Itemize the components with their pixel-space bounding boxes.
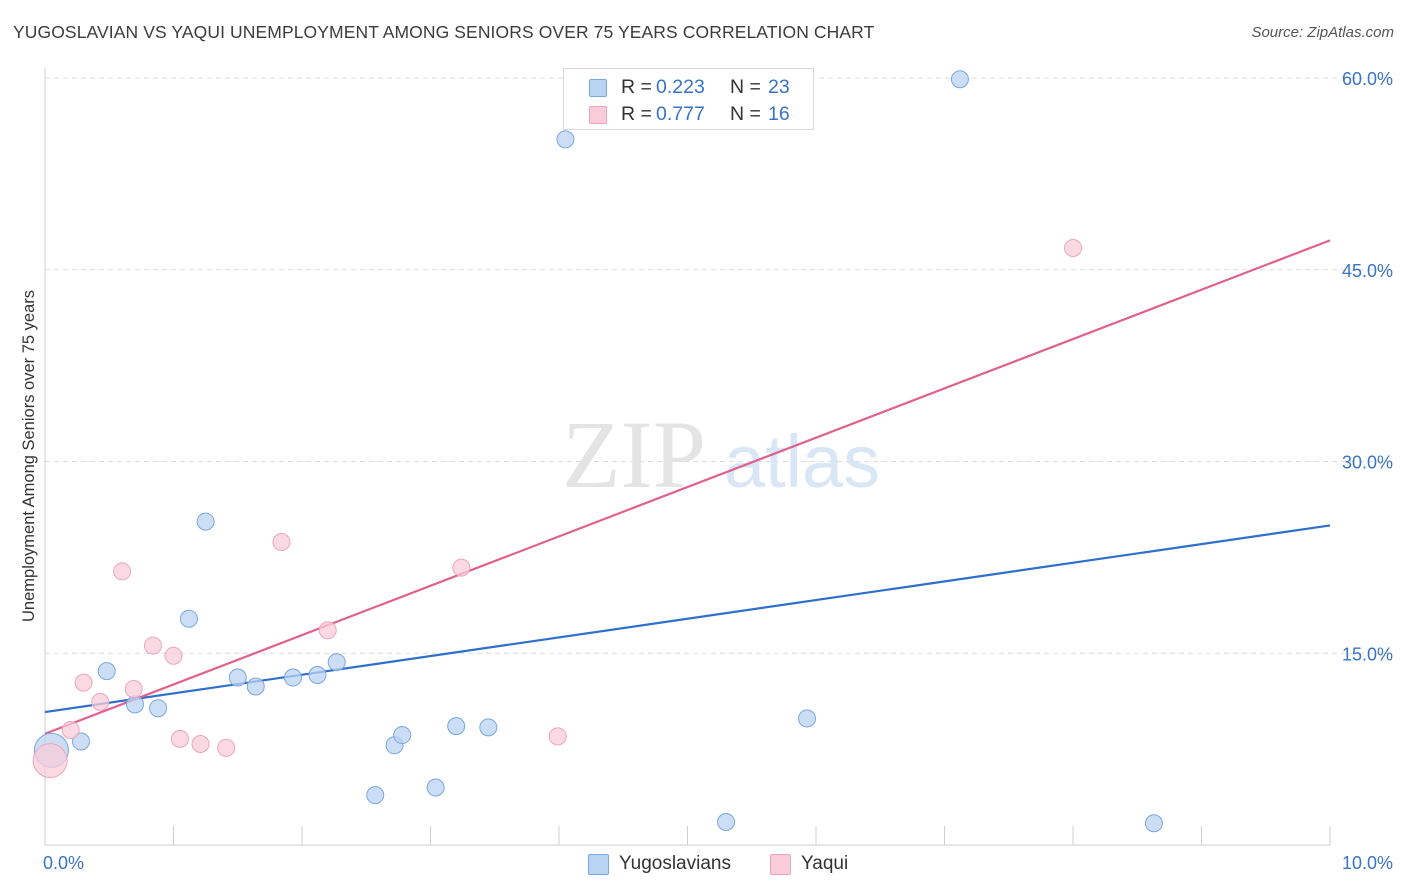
- point-yaqui: [143, 636, 162, 655]
- source-label: Source: ZipAtlas.com: [1251, 24, 1394, 41]
- point-yugoslavians: [71, 732, 90, 751]
- point-yugoslavians: [228, 668, 247, 687]
- y-axis-label: Unemployment Among Seniors over 75 years: [20, 290, 38, 622]
- point-yaqui: [191, 735, 210, 754]
- point-yugoslavians: [284, 668, 303, 687]
- series-legend: Yugoslavians Yaqui: [0, 852, 1406, 878]
- x-tick-label: 10.0%: [1342, 853, 1393, 873]
- watermark: ZIP atlas: [562, 401, 880, 508]
- data-points: [32, 70, 1163, 833]
- point-yugoslavians: [950, 70, 969, 89]
- trend-line-yaqui: [44, 239, 1331, 735]
- point-yugoslavians: [366, 786, 385, 805]
- point-yugoslavians: [479, 718, 498, 737]
- watermark-zip: ZIP: [562, 401, 706, 508]
- trend-lines: [44, 239, 1331, 735]
- axes: [44, 68, 1331, 846]
- n-key: N =: [730, 103, 761, 125]
- pink-swatch: [770, 854, 791, 875]
- point-yugoslavians: [149, 699, 168, 718]
- point-yugoslavians: [97, 662, 116, 681]
- point-yaqui: [272, 533, 291, 552]
- n-value: 16: [768, 103, 790, 125]
- point-yaqui: [452, 558, 471, 577]
- point-yaqui: [91, 692, 110, 711]
- grid-lines: [45, 77, 1395, 654]
- point-yaqui: [74, 673, 93, 692]
- point-yugoslavians: [125, 695, 144, 714]
- point-yaqui: [170, 729, 189, 748]
- x-tick-label: 0.0%: [43, 853, 84, 873]
- pink-swatch: [589, 106, 607, 124]
- y-tick-label: 15.0%: [1342, 644, 1393, 664]
- n-key: N =: [730, 76, 761, 98]
- y-tick-label: 60.0%: [1342, 69, 1393, 89]
- correlation-legend: R = 0.223 N = 23 R = 0.777 N = 16: [563, 68, 814, 130]
- point-yaqui: [164, 646, 183, 665]
- point-yaqui: [1064, 239, 1082, 258]
- blue-swatch: [588, 854, 609, 875]
- r-key: R =: [621, 103, 652, 125]
- point-yugoslavians: [556, 130, 575, 149]
- point-yugoslavians: [308, 665, 327, 684]
- chart-title: YUGOSLAVIAN VS YAQUI UNEMPLOYMENT AMONG …: [13, 22, 875, 42]
- point-yugoslavians: [179, 609, 198, 628]
- point-yugoslavians: [196, 512, 215, 531]
- tick-labels: 15.0% 30.0% 45.0% 60.0% 0.0% 10.0%: [43, 69, 1393, 873]
- point-yugoslavians: [798, 709, 817, 728]
- y-tick-label: 45.0%: [1342, 261, 1393, 281]
- point-yugoslavians: [447, 717, 466, 736]
- blue-swatch: [589, 79, 607, 97]
- legend-label: Yaqui: [801, 853, 849, 874]
- r-value: 0.223: [656, 76, 705, 98]
- point-yugoslavians: [1144, 814, 1163, 833]
- point-yaqui: [217, 738, 236, 757]
- point-yaqui: [32, 743, 68, 779]
- point-yugoslavians: [426, 778, 445, 797]
- watermark-atlas: atlas: [724, 420, 880, 503]
- point-yugoslavians: [393, 726, 412, 745]
- n-value: 23: [768, 76, 790, 98]
- point-yaqui: [124, 680, 143, 699]
- point-yaqui: [61, 720, 80, 739]
- point-yugoslavians: [327, 653, 346, 672]
- r-value: 0.777: [656, 103, 705, 125]
- point-yaqui: [548, 727, 567, 746]
- point-yaqui: [318, 621, 337, 640]
- legend-label: Yugoslavians: [619, 853, 731, 874]
- point-yugoslavians: [717, 812, 736, 831]
- point-yugoslavians: [246, 677, 265, 696]
- y-tick-label: 30.0%: [1342, 453, 1393, 473]
- r-key: R =: [621, 76, 652, 98]
- point-yaqui: [113, 562, 132, 581]
